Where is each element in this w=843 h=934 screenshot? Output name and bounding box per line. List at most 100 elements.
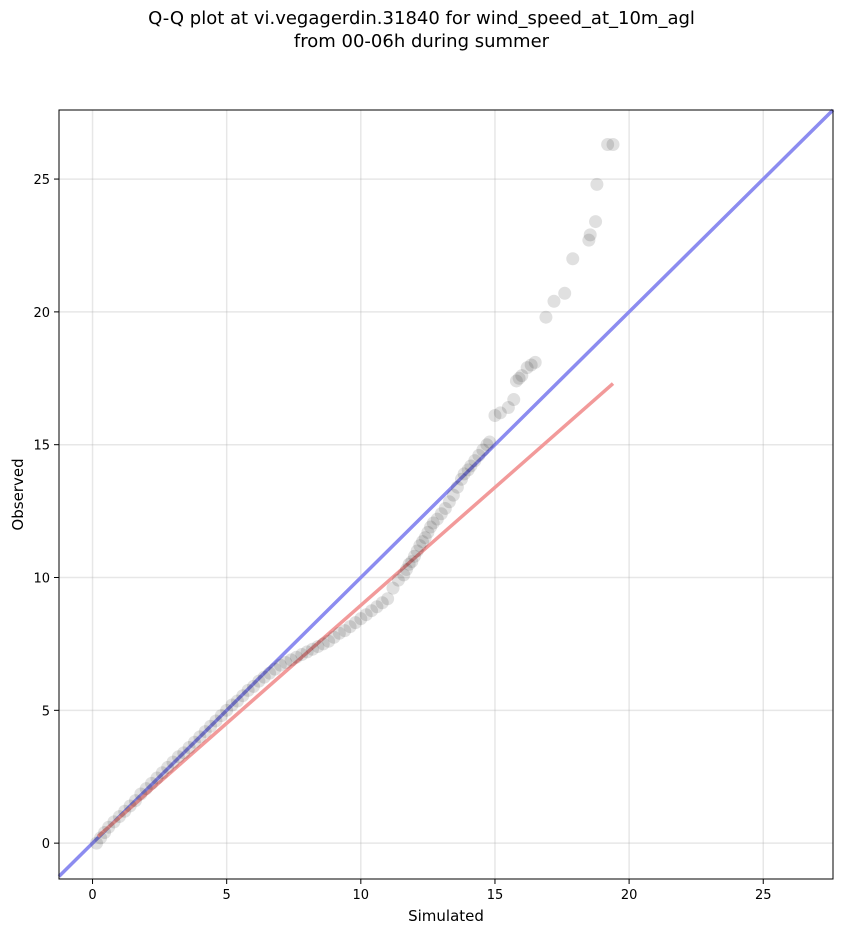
data-point — [247, 679, 261, 693]
data-point — [332, 626, 346, 640]
data-point — [214, 709, 228, 723]
data-point — [442, 495, 456, 509]
data-point — [220, 703, 234, 717]
data-point — [370, 600, 384, 614]
data-point — [547, 294, 561, 308]
data-point — [177, 746, 191, 760]
data-point — [558, 286, 572, 300]
data-point — [391, 573, 405, 587]
data-point — [454, 472, 468, 486]
data-point — [118, 804, 132, 818]
data-point — [209, 714, 223, 728]
data-point — [187, 735, 201, 749]
data-point — [263, 666, 277, 680]
data-point — [524, 358, 538, 372]
data-point — [424, 520, 438, 534]
data-point — [430, 512, 444, 526]
data-point — [241, 683, 255, 697]
data-point — [418, 531, 432, 545]
data-point — [204, 719, 218, 733]
data-point — [450, 480, 464, 494]
reference-lines — [57, 108, 835, 878]
x-tick-label: 10 — [353, 888, 370, 903]
data-point — [112, 810, 126, 824]
data-point — [139, 782, 153, 796]
data-point — [386, 581, 400, 595]
y-tick-label: 10 — [33, 572, 50, 587]
data-point — [348, 616, 362, 630]
data-point — [98, 826, 112, 840]
data-point — [161, 760, 175, 774]
data-point — [590, 177, 604, 191]
data-point — [512, 371, 526, 385]
data-point — [182, 741, 196, 755]
data-point — [528, 355, 542, 369]
identity-line — [57, 108, 835, 878]
y-axis-label: Observed — [9, 458, 27, 530]
data-point — [438, 501, 452, 515]
data-point — [589, 215, 603, 229]
data-point — [359, 608, 373, 622]
y-tick-label: 0 — [42, 837, 50, 852]
data-point — [582, 233, 596, 247]
plot-frame — [58, 109, 834, 880]
data-point — [257, 670, 271, 684]
data-point — [300, 645, 314, 659]
data-point — [583, 228, 597, 242]
data-point — [509, 374, 523, 388]
data-point — [457, 467, 471, 481]
data-point — [316, 637, 330, 651]
data-point — [520, 361, 534, 375]
data-point — [476, 443, 490, 457]
data-point — [311, 640, 325, 654]
data-point — [539, 310, 553, 324]
x-tick-label: 25 — [755, 888, 772, 903]
data-point — [327, 630, 341, 644]
data-point — [446, 488, 460, 502]
data-point — [410, 544, 424, 558]
data-point — [407, 549, 421, 563]
data-point — [601, 138, 615, 152]
data-point — [507, 393, 521, 407]
data-point — [171, 750, 185, 764]
data-point — [402, 557, 416, 571]
data-point — [566, 252, 580, 266]
data-point — [480, 438, 494, 452]
data-point — [343, 620, 357, 634]
data-point — [354, 612, 368, 626]
grid-lines — [59, 110, 833, 879]
x-tick-label: 20 — [621, 888, 638, 903]
data-point — [606, 138, 620, 152]
data-point — [338, 624, 352, 638]
data-point — [236, 689, 250, 703]
data-point — [123, 799, 137, 813]
x-tick-label: 0 — [88, 888, 96, 903]
chart-title-line1: Q-Q plot at vi.vegagerdin.31840 for wind… — [148, 8, 695, 29]
y-tick-label: 25 — [33, 173, 50, 188]
data-point — [134, 787, 148, 801]
y-tick-label: 20 — [33, 306, 50, 321]
data-point — [145, 776, 159, 790]
data-point — [94, 831, 108, 845]
data-point — [322, 634, 336, 648]
data-point — [306, 642, 320, 656]
x-axis-label: Simulated — [408, 907, 484, 925]
data-point — [365, 604, 379, 618]
data-point — [273, 658, 287, 672]
data-point — [375, 596, 389, 610]
data-point — [198, 725, 212, 739]
data-points — [90, 138, 620, 850]
data-point — [90, 836, 104, 850]
data-point — [413, 539, 427, 553]
data-point — [193, 730, 207, 744]
data-point — [102, 820, 116, 834]
data-point — [279, 656, 293, 670]
data-point — [397, 568, 411, 582]
data-point — [166, 755, 180, 769]
data-point — [434, 507, 448, 521]
data-point — [381, 592, 395, 606]
fit-line — [96, 382, 615, 838]
data-point — [488, 408, 502, 422]
chart-title-line2: from 00-06h during summer — [293, 31, 550, 52]
